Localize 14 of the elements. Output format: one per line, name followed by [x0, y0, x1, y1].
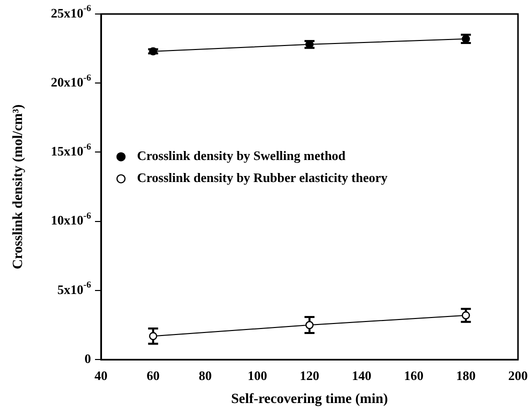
legend-label: Crosslink density by Swelling method: [137, 148, 346, 164]
x-tick-label: 200: [508, 368, 528, 383]
x-tick-label: 140: [352, 368, 372, 383]
x-tick-label: 100: [248, 368, 268, 383]
x-tick-label: 120: [300, 368, 320, 383]
y-tick-label: 0: [84, 350, 91, 366]
x-tick-label: 40: [94, 368, 108, 383]
x-axis-title: Self-recovering time (min): [231, 392, 388, 408]
legend-label: Crosslink density by Rubber elasticity theory: [137, 170, 388, 186]
x-tick-label: 80: [198, 368, 212, 383]
x-tick-label: 160: [404, 368, 424, 383]
y-axis-title: Crosslink density (mol/cm³): [11, 104, 26, 270]
x-tick-label: 60: [146, 368, 160, 383]
x-tick-label: 180: [456, 368, 476, 383]
